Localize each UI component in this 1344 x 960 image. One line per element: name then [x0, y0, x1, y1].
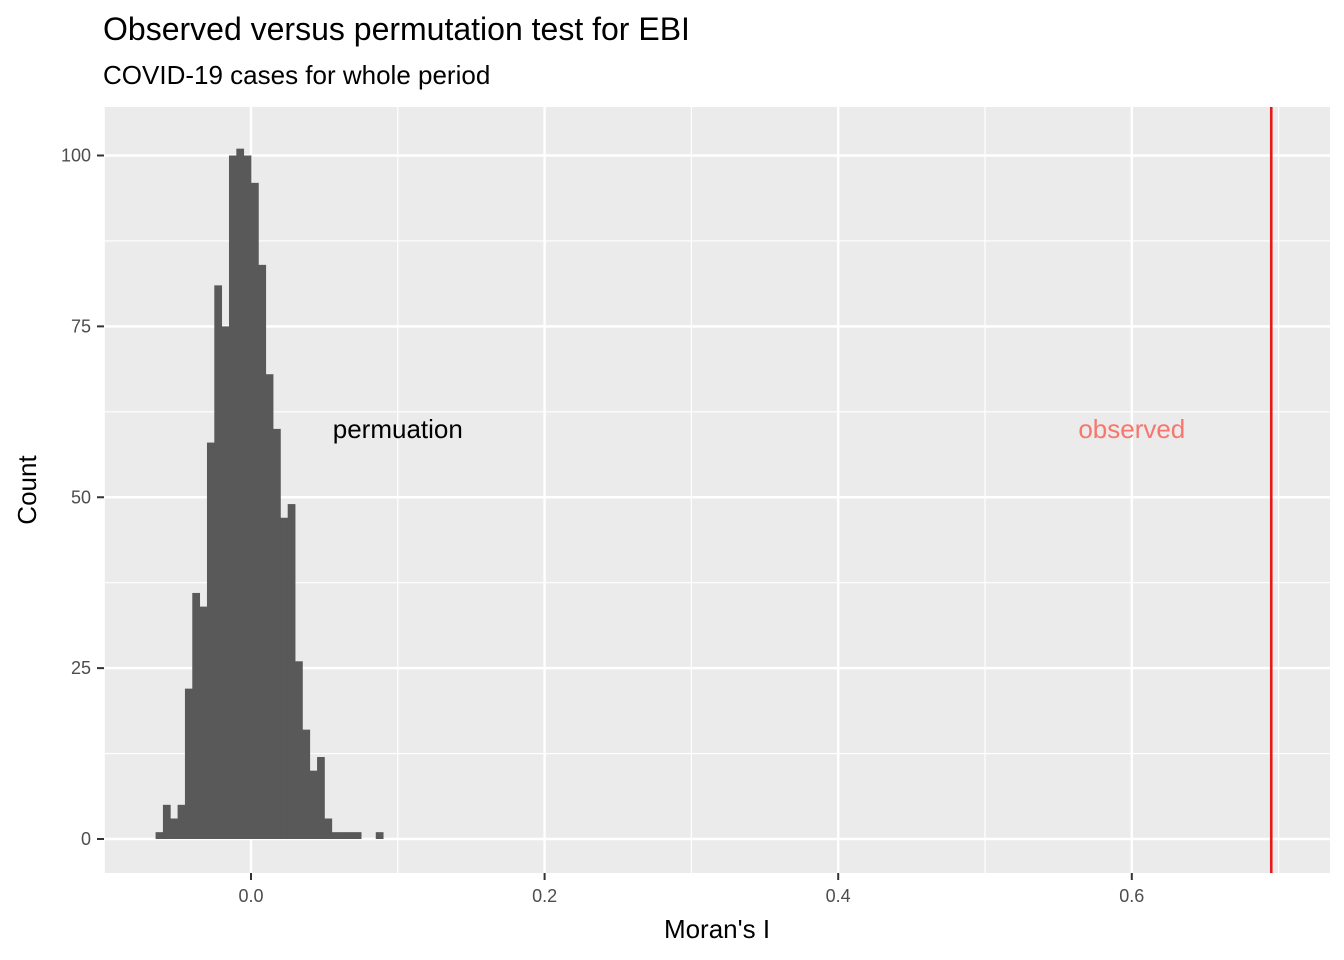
histogram-bar: [339, 832, 347, 839]
y-axis: 0 25 50 75 100: [61, 146, 104, 849]
y-tick-label: 50: [71, 487, 91, 507]
histogram-bar: [375, 832, 384, 839]
annotation-label: observed: [1078, 414, 1185, 444]
x-tick-label: 0.4: [826, 886, 851, 906]
x-axis-title: Moran's I: [664, 914, 770, 944]
histogram-bar: [331, 832, 340, 839]
histogram-bar: [295, 661, 303, 839]
x-tick-label: 0.0: [238, 886, 263, 906]
histogram-bar: [273, 428, 281, 839]
histogram-bar: [324, 818, 333, 839]
y-tick-label: 75: [71, 316, 91, 336]
histogram-bar: [214, 285, 223, 839]
chart-title: Observed versus permutation test for EBI: [103, 11, 690, 47]
histogram-bar: [302, 729, 311, 839]
y-axis-title: Count: [12, 455, 42, 525]
histogram-bar: [155, 832, 164, 839]
histogram-bar: [353, 832, 362, 839]
histogram-bar: [162, 804, 171, 839]
histogram-bars: [155, 148, 384, 840]
histogram-bar: [206, 442, 215, 839]
x-tick-label: 0.2: [532, 886, 557, 906]
histogram-bar: [228, 155, 237, 839]
histogram-bar: [170, 818, 178, 839]
histogram-bar: [280, 517, 289, 839]
histogram-bar: [199, 606, 208, 839]
histogram-bar: [287, 504, 296, 839]
x-axis: 0.0 0.2 0.4 0.6: [238, 873, 1144, 906]
grid-minor: [103, 107, 1330, 873]
histogram-bar: [265, 374, 274, 839]
y-tick-label: 0: [81, 829, 91, 849]
histogram-bar: [346, 832, 355, 839]
histogram-bar: [184, 688, 193, 839]
histogram-bar: [258, 264, 267, 839]
histogram-bar: [251, 182, 259, 840]
histogram-bar: [221, 326, 230, 839]
histogram-bar: [236, 148, 245, 840]
histogram-bar: [192, 592, 201, 839]
y-tick-label: 100: [61, 146, 91, 166]
histogram-bar: [243, 155, 252, 839]
y-tick-label: 25: [71, 658, 91, 678]
annotation-label: permuation: [333, 414, 463, 444]
chart-subtitle: COVID-19 cases for whole period: [103, 60, 490, 90]
histogram-bar: [317, 756, 325, 839]
annotations: permuation observed: [333, 414, 1186, 444]
histogram-bar: [177, 804, 186, 839]
histogram-bar: [309, 770, 318, 839]
x-tick-label: 0.6: [1119, 886, 1144, 906]
